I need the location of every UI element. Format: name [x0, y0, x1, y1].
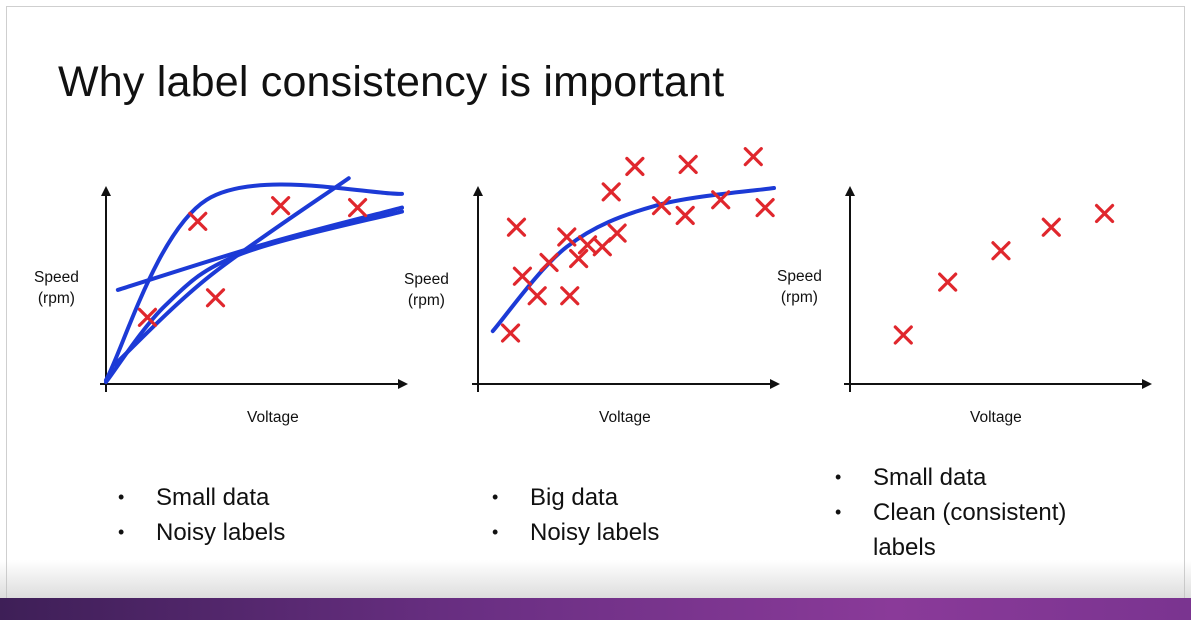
chart-small-clean — [824, 150, 1184, 440]
data-point-x-marker — [651, 196, 672, 216]
data-point-x-marker — [743, 147, 763, 167]
data-point-x-marker — [512, 266, 532, 286]
x-axis-label: Voltage — [970, 409, 1022, 426]
data-point-x-marker — [506, 217, 527, 237]
data-point-x-marker — [755, 198, 775, 218]
bullet-item: Small data — [835, 460, 1125, 495]
y-axis-label-line-2: (rpm) — [37, 290, 75, 307]
x-axis-arrow-icon — [1142, 379, 1152, 389]
x-axis-label: Voltage — [599, 409, 651, 426]
chart-small-noisy — [80, 150, 440, 440]
slide-title: Why label consistency is important — [58, 58, 725, 106]
data-point-x-marker — [539, 252, 559, 273]
chart-canvas — [844, 186, 1152, 392]
data-point-x-marker — [893, 325, 913, 345]
y-axis-label-line-1: Speed — [777, 268, 822, 285]
bullet-item: Small data — [118, 480, 285, 515]
data-point-x-marker — [625, 156, 645, 177]
y-axis-arrow-icon — [473, 186, 483, 196]
fit-line — [112, 176, 351, 367]
data-point-x-marker — [527, 286, 547, 306]
data-point-x-marker — [271, 196, 291, 216]
y-axis-label: Speed (rpm) — [34, 267, 79, 309]
data-point-x-marker — [678, 154, 698, 175]
x-axis-arrow-icon — [398, 379, 408, 389]
data-point-x-marker — [569, 248, 589, 269]
data-point-x-marker — [1041, 217, 1061, 237]
x-axis-arrow-icon — [770, 379, 780, 389]
bullet-item: Noisy labels — [118, 515, 285, 550]
bullet-item: Noisy labels — [492, 515, 659, 550]
y-axis-label-line-2: (rpm) — [407, 292, 445, 309]
bullet-list: Small data Clean (consistent) labels — [835, 460, 1125, 565]
fit-line — [104, 209, 404, 385]
y-axis-arrow-icon — [845, 186, 855, 196]
x-axis-label: Voltage — [247, 409, 299, 426]
y-axis-label-line-1: Speed — [34, 269, 79, 286]
y-axis-label-line-2: (rpm) — [780, 289, 818, 306]
fit-line — [490, 186, 776, 334]
bottom-shadow — [0, 560, 1191, 600]
y-axis-arrow-icon — [101, 186, 111, 196]
data-point-x-marker — [1094, 203, 1115, 224]
bullet-list: Small data Noisy labels — [118, 480, 285, 550]
y-axis-label: Speed (rpm) — [777, 266, 822, 308]
data-point-x-marker — [205, 288, 226, 308]
data-point-x-marker — [557, 227, 577, 247]
data-point-x-marker — [938, 272, 958, 292]
bullet-item: Big data — [492, 480, 659, 515]
data-point-x-marker — [188, 211, 208, 231]
data-point-x-marker — [348, 198, 368, 218]
data-point-x-marker — [500, 323, 521, 343]
data-point-x-marker — [137, 307, 158, 327]
chart-canvas — [472, 147, 780, 392]
bullet-item: Clean (consistent) labels — [835, 495, 1125, 565]
data-point-x-marker — [577, 235, 598, 255]
bottom-bar — [0, 598, 1191, 620]
y-axis-label: Speed (rpm) — [404, 269, 449, 311]
data-point-x-marker — [607, 223, 627, 243]
data-point-x-marker — [991, 241, 1011, 261]
chart-big-noisy — [452, 147, 812, 440]
data-point-x-marker — [711, 190, 731, 210]
y-axis-label-line-1: Speed — [404, 271, 449, 288]
data-point-x-marker — [675, 205, 695, 226]
bullet-list: Big data Noisy labels — [492, 480, 659, 550]
data-point-x-marker — [601, 182, 621, 202]
chart-canvas — [100, 176, 408, 392]
fit-line — [104, 182, 404, 383]
data-point-x-marker — [560, 286, 580, 306]
